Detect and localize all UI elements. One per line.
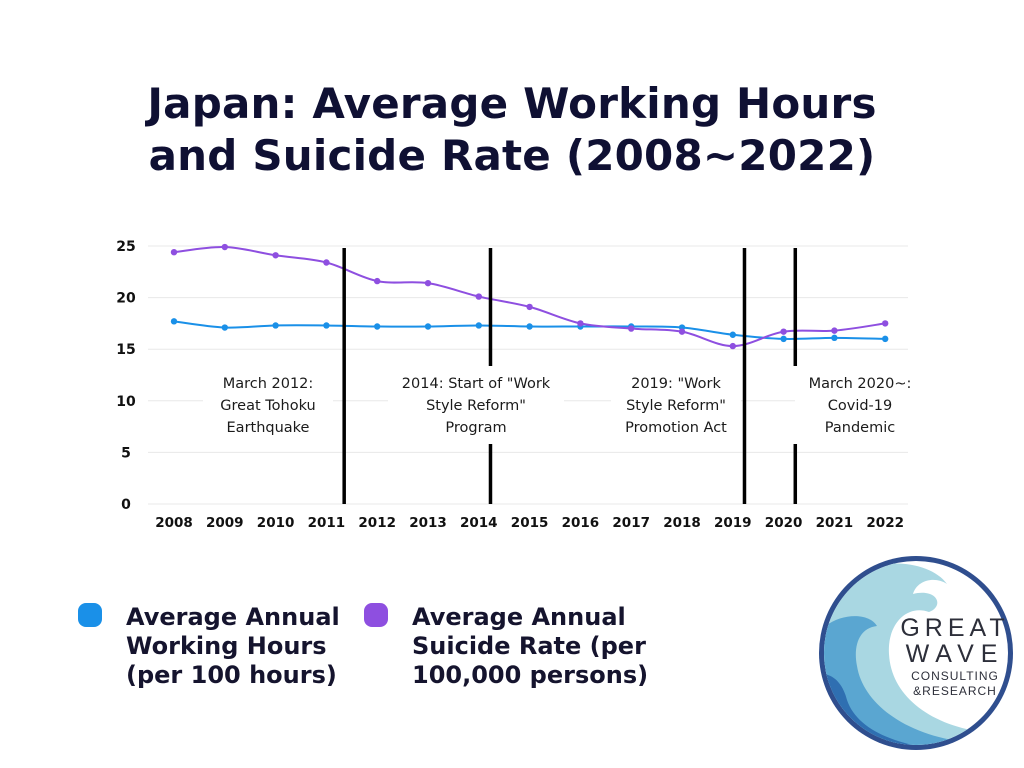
data-point-working-hours — [424, 323, 432, 330]
legend-swatch-suicide-rate — [364, 603, 388, 627]
x-tick-label: 2015 — [511, 515, 549, 531]
legend-line: (per 100 hours) — [126, 661, 337, 689]
data-point-working-hours — [526, 323, 533, 330]
data-point-working-hours — [323, 322, 330, 329]
annotation-box — [795, 368, 925, 442]
data-point-working-hours — [780, 335, 787, 343]
y-tick-label: 25 — [116, 239, 135, 255]
y-tick-label: 10 — [116, 394, 136, 410]
data-point-suicide-rate — [170, 248, 178, 256]
legend-label-suicide-rate: Average Annual Suicide Rate (per 100,000… — [412, 603, 672, 690]
logo-text-consulting: CONSULTING — [911, 669, 999, 683]
x-tick-label: 2014 — [460, 515, 498, 531]
x-tick-label: 2009 — [206, 515, 244, 531]
y-tick-label: 5 — [121, 445, 131, 461]
data-point-suicide-rate — [831, 327, 838, 334]
annotation-label: Style Reform" — [426, 398, 526, 414]
annotation-label: 2019: "Work — [631, 376, 721, 392]
x-tick-label: 2008 — [155, 515, 193, 531]
logo-text-wave: WAVE — [906, 640, 1005, 668]
data-point-working-hours — [170, 318, 178, 325]
data-point-suicide-rate — [475, 293, 482, 300]
x-tick-label: 2012 — [358, 515, 396, 531]
legend-line: Average Annual — [412, 603, 626, 631]
annotation-label: March 2020~: — [809, 376, 912, 392]
legend-line: Suicide Rate (per — [412, 632, 646, 660]
data-point-suicide-rate — [882, 320, 889, 327]
annotation-label: Style Reform" — [626, 398, 726, 414]
x-tick-label: 2010 — [257, 515, 295, 531]
data-point-working-hours — [831, 334, 838, 342]
logo-text-great: GREAT — [900, 614, 1009, 642]
y-tick-label: 15 — [116, 342, 135, 358]
y-tick-label: 20 — [116, 291, 136, 307]
x-tick-label: 2016 — [562, 515, 600, 531]
series-line-suicide-rate — [173, 246, 886, 348]
y-tick-label: 0 — [121, 497, 131, 513]
data-point-working-hours — [729, 331, 736, 338]
data-point-working-hours — [374, 323, 381, 330]
annotation-label: March 2012: — [223, 376, 314, 392]
data-point-working-hours — [475, 322, 482, 329]
great-wave-logo: GREAT WAVE CONSULTING &RESEARCH — [819, 556, 1013, 750]
annotation-box — [388, 368, 564, 442]
data-point-working-hours — [221, 324, 228, 331]
logo-text-research: &RESEARCH — [913, 684, 997, 698]
data-point-suicide-rate — [221, 243, 228, 251]
data-point-suicide-rate — [577, 320, 584, 327]
annotation-label: Great Tohoku — [220, 398, 315, 414]
data-point-working-hours — [882, 335, 889, 343]
data-point-working-hours — [272, 322, 279, 329]
annotation-label: Program — [445, 420, 506, 436]
legend-swatch-working-hours — [78, 603, 102, 627]
data-point-suicide-rate — [526, 303, 533, 311]
x-tick-label: 2018 — [663, 515, 701, 531]
legend-line: Average Annual — [126, 603, 340, 631]
line-chart: 0 5 10 15 20 25 2008 2009 2010 2011 2012 2013 2014 20… — [116, 239, 925, 531]
x-tick-label: 2017 — [612, 515, 650, 531]
data-point-suicide-rate — [729, 342, 736, 350]
legend-line: Working Hours — [126, 632, 327, 660]
data-point-suicide-rate — [374, 277, 381, 285]
annotation-label: Covid-19 — [828, 398, 893, 414]
legend-line: 100,000 persons) — [412, 661, 649, 689]
x-tick-label: 2020 — [765, 515, 803, 531]
chart-title-line-1: Japan: Average Working Hours — [147, 79, 877, 128]
data-point-suicide-rate — [272, 252, 279, 259]
data-point-suicide-rate — [678, 328, 686, 335]
x-tick-label: 2021 — [816, 515, 854, 531]
chart-title: Japan: Average Working Hours and Suicide… — [0, 78, 1024, 182]
x-tick-label: 2011 — [308, 515, 346, 531]
x-tick-label: 2013 — [409, 515, 447, 531]
annotation-box — [611, 368, 741, 442]
x-tick-label: 2022 — [866, 515, 904, 531]
chart-title-line-2: and Suicide Rate (2008~2022) — [148, 131, 876, 180]
data-point-suicide-rate — [780, 328, 787, 335]
data-point-suicide-rate — [628, 325, 635, 332]
data-point-suicide-rate — [323, 259, 330, 266]
legend-label-working-hours: Average Annual Working Hours (per 100 ho… — [126, 603, 386, 690]
x-tick-label: 2019 — [714, 515, 752, 531]
annotation-label: 2014: Start of "Work — [402, 376, 551, 392]
annotation-box — [203, 368, 333, 442]
data-point-suicide-rate — [424, 279, 432, 287]
annotation-label: Promotion Act — [625, 420, 727, 436]
annotation-label: Pandemic — [825, 420, 895, 436]
annotation-label: Earthquake — [227, 420, 310, 436]
